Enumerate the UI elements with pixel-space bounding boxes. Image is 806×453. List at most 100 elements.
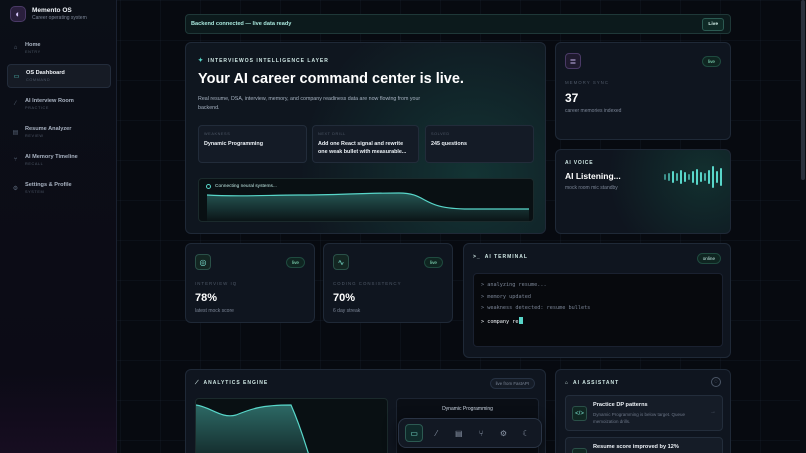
sidebar-item-sub: ENTRY: [25, 49, 41, 54]
sparkle-icon: ✦: [198, 58, 205, 64]
dp-panel-title: Dynamic Programming: [442, 406, 493, 412]
neural-status: Connecting neural systems...: [206, 184, 277, 189]
stat-value: 70%: [333, 292, 356, 304]
document-icon: ▤: [12, 129, 19, 136]
sidebar-item-resume-analyzer[interactable]: ▤ Resume Analyzer REVIEW: [7, 120, 111, 144]
assistant-title: AI ASSISTANT: [573, 380, 620, 386]
hero-description: Real resume, DSA, interview, memory, and…: [198, 96, 421, 111]
sidebar-item-home[interactable]: ⌂ Home ENTRY: [7, 36, 111, 60]
timeline-icon: ⑂: [13, 157, 18, 163]
arrow-right-icon: →: [710, 409, 716, 415]
sidebar-item-label: Home: [25, 41, 41, 48]
scrollbar[interactable]: [800, 0, 806, 453]
sidebar-item-label: AI Memory Timeline: [25, 153, 78, 160]
analytics-area-chart: [196, 404, 309, 453]
terminal-icon: >_: [473, 254, 481, 260]
memory-sync-sub: career memories indexed: [565, 108, 622, 114]
arrow-right-icon: →: [710, 451, 716, 453]
analytics-chart: [195, 398, 388, 453]
terminal-line: > company re: [481, 318, 519, 325]
status-text: Backend connected — live data ready: [191, 21, 292, 27]
dock-timeline-button[interactable]: ⑂: [478, 428, 484, 438]
neural-label: Connecting neural systems...: [215, 184, 277, 189]
settings-icon[interactable]: ◌: [711, 377, 721, 387]
live-badge: live: [424, 257, 443, 268]
stat-value: 78%: [195, 292, 218, 304]
scrollbar-thumb[interactable]: [801, 0, 805, 180]
assistant-item[interactable]: </> Practice DP patterns Dynamic Program…: [565, 395, 723, 431]
sidebar-fade: [0, 373, 117, 453]
terminal-active-line: > company re: [481, 316, 715, 329]
sidebar-nav: ⌂ Home ENTRY ▭ OS Dashboard COMMAND ⁄ AI…: [7, 36, 111, 204]
mini-value: 245 questions: [431, 141, 467, 147]
stat-sub: 6 day streak: [333, 308, 361, 314]
terminal-line: > analyzing resume...: [481, 282, 547, 288]
memory-sync-card: ≣ live MEMORY SYNC 37 career memories in…: [555, 42, 731, 140]
sidebar-item-sub: PRACTICE: [25, 105, 49, 110]
code-icon: </>: [572, 406, 587, 421]
memory-sync-value: 37: [565, 91, 579, 105]
interview-iq-card: ◎ live INTERVIEW IQ 78% latest mock scor…: [185, 243, 315, 323]
dock-resume-button[interactable]: ▤: [455, 428, 463, 438]
assistant-item[interactable]: ▤ Resume score improved by 12% →: [565, 437, 723, 453]
ai-voice-card: AI VOICE AI Listening... mock room mic s…: [555, 149, 731, 234]
next-drill-card[interactable]: NEXT DRILL Add one React signal and rewr…: [312, 125, 419, 163]
dock-interview-button[interactable]: ⁄: [435, 428, 438, 438]
analytics-header: ⟋ ANALYTICS ENGINE: [195, 380, 268, 386]
dock-theme-button[interactable]: ☾: [522, 428, 530, 438]
logo-icon: ◐: [10, 6, 26, 22]
hero-title: Your AI career command center is live.: [198, 71, 464, 87]
analytics-title: ANALYTICS ENGINE: [203, 380, 269, 386]
dock-settings-button[interactable]: ⚙: [499, 428, 508, 438]
voice-sub: mock room mic standby: [565, 185, 618, 191]
sidebar-item-ai-interview-room[interactable]: ⁄ AI Interview Room PRACTICE: [7, 92, 111, 116]
mini-value: Add one React signal and rewrite one wea…: [318, 141, 407, 155]
chart-icon: ⟋: [195, 380, 200, 386]
brand[interactable]: ◐ Memento OS Career operating system: [10, 6, 87, 22]
sidebar-item-os-dashboard[interactable]: ▭ OS Dashboard COMMAND: [7, 64, 111, 88]
analytics-engine-card: ⟋ ANALYTICS ENGINE live from FastAPI Dyn…: [185, 369, 546, 453]
sidebar: ◐ Memento OS Career operating system ⌂ H…: [0, 0, 117, 453]
app-subtitle: Career operating system: [32, 14, 87, 21]
ai-assistant-card: ⌂ AI ASSISTANT ◌ </> Practice DP pattern…: [555, 369, 731, 453]
ai-terminal-card: >_ AI TERMINAL online > analyzing resume…: [463, 243, 731, 358]
pulse-icon: ∿: [333, 254, 349, 270]
hero-kicker-text: INTERVIEWOS INTELLIGENCE LAYER: [208, 57, 329, 64]
mini-value: Dynamic Programming: [204, 141, 264, 147]
app-title: Memento OS: [32, 6, 72, 14]
sidebar-item-sub: COMMAND: [26, 77, 51, 82]
terminal-output[interactable]: > analyzing resume... > memory updated >…: [473, 273, 723, 347]
terminal-line: > weakness detected: resume bullets: [481, 305, 591, 311]
stat-label: CODING CONSISTENCY: [333, 281, 402, 286]
mic-icon: ⁄: [14, 101, 16, 107]
status-badge: online: [696, 253, 721, 264]
sidebar-item-ai-memory-timeline[interactable]: ⑂ AI Memory Timeline RECALL: [7, 148, 111, 172]
neural-line-chart: [206, 192, 529, 221]
voice-title: AI Listening...: [565, 171, 621, 181]
gear-icon: ⚙: [12, 185, 19, 192]
neural-panel: Connecting neural systems...: [198, 178, 534, 222]
cursor-icon: [519, 316, 524, 324]
home-icon: ⌂: [13, 45, 18, 51]
terminal-header: >_ AI TERMINAL: [473, 254, 528, 260]
source-badge: live from FastAPI: [489, 378, 535, 389]
waveform-icon: [664, 166, 722, 188]
memory-sync-label: MEMORY SYNC: [565, 80, 610, 85]
sidebar-item-settings-profile[interactable]: ⚙ Settings & Profile SYSTEM: [7, 176, 111, 200]
database-icon: ≣: [565, 53, 581, 69]
sidebar-item-sub: SYSTEM: [25, 189, 45, 194]
target-icon: ◎: [195, 254, 211, 270]
live-badge: live: [286, 257, 305, 268]
stat-label: INTERVIEW IQ: [195, 281, 238, 286]
sidebar-item-sub: RECALL: [25, 161, 44, 166]
assistant-item-desc: Dynamic Programming is below target. Que…: [593, 412, 686, 424]
weakness-card[interactable]: WEAKNESS Dynamic Programming: [198, 125, 307, 163]
assistant-header: ⌂ AI ASSISTANT: [565, 380, 619, 386]
robot-icon: ⌂: [565, 380, 570, 386]
hero-kicker: ✦ INTERVIEWOS INTELLIGENCE LAYER: [198, 57, 329, 65]
assistant-item-title: Practice DP patterns: [593, 402, 648, 408]
dock-dashboard-button[interactable]: ▭: [405, 424, 424, 442]
mini-key: SOLVED: [431, 132, 450, 136]
solved-card[interactable]: SOLVED 245 questions: [425, 125, 534, 163]
sidebar-item-label: Resume Analyzer: [25, 125, 72, 132]
